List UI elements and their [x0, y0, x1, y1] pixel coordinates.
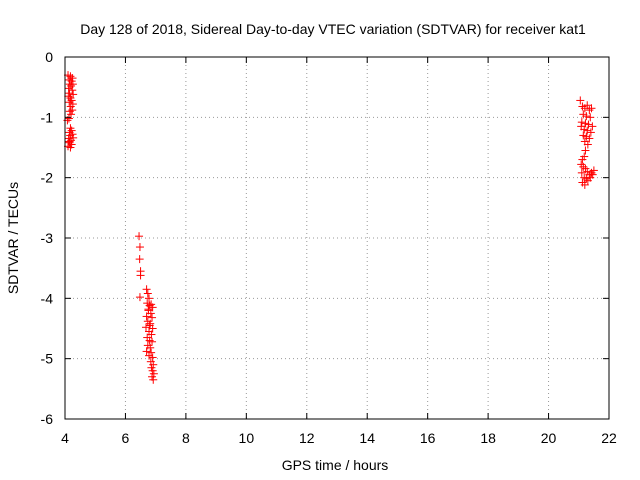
data-point: [67, 81, 76, 90]
data-point: [68, 80, 77, 89]
data-point: [69, 90, 78, 99]
y-tick-label: -4: [41, 290, 54, 306]
data-point: [145, 294, 154, 303]
data-point: [583, 126, 592, 135]
x-tick-label: 20: [541, 430, 557, 446]
data-point: [67, 110, 76, 119]
x-tick-label: 6: [122, 430, 130, 446]
y-tick-label: -1: [41, 109, 54, 125]
data-point: [142, 285, 151, 294]
x-tick-label: 4: [61, 430, 69, 446]
data-point: [135, 232, 144, 241]
data-point: [579, 162, 588, 171]
data-point: [589, 166, 598, 175]
data-point: [588, 122, 597, 131]
y-axis-label: SDTVAR / TECUs: [5, 182, 21, 294]
chart-title: Day 128 of 2018, Sidereal Day-to-day VTE…: [80, 21, 586, 37]
data-point: [146, 343, 155, 352]
data-point: [583, 140, 592, 149]
data-point: [142, 312, 151, 321]
data-points: [63, 71, 598, 384]
data-point: [68, 106, 77, 115]
data-point: [580, 180, 589, 189]
data-point: [68, 130, 77, 139]
data-point: [585, 134, 594, 143]
data-point: [64, 137, 73, 146]
y-tick-label: -5: [41, 351, 54, 367]
data-point: [64, 114, 73, 123]
data-point: [67, 126, 76, 135]
data-point: [68, 100, 77, 109]
data-point: [142, 347, 151, 356]
data-point: [66, 143, 75, 152]
data-point: [586, 128, 595, 137]
data-point: [65, 138, 74, 147]
data-point: [145, 351, 154, 360]
x-tick-label: 10: [239, 430, 255, 446]
data-point: [64, 92, 73, 101]
y-tick-label: -3: [41, 230, 54, 246]
data-point: [577, 122, 586, 131]
data-point: [588, 170, 597, 179]
data-point: [587, 104, 596, 113]
data-point: [584, 120, 593, 129]
data-point: [67, 96, 76, 105]
data-point: [147, 330, 156, 339]
grid-lines: [65, 57, 609, 419]
data-point: [583, 101, 592, 110]
x-tick-label: 8: [182, 430, 190, 446]
data-point: [148, 337, 157, 346]
data-point: [135, 243, 144, 252]
data-point: [149, 375, 158, 384]
data-point: [146, 309, 155, 318]
y-tick-label: -6: [41, 411, 54, 427]
data-point: [145, 321, 154, 330]
data-point: [586, 113, 595, 122]
x-tick-label: 12: [299, 430, 315, 446]
data-point: [136, 271, 145, 280]
data-point: [148, 353, 157, 362]
x-tick-label: 16: [420, 430, 436, 446]
data-point: [148, 313, 157, 322]
data-point: [68, 86, 77, 95]
data-point: [146, 319, 155, 328]
data-point: [141, 323, 150, 332]
data-point: [66, 72, 75, 81]
data-point: [135, 293, 144, 302]
data-point: [143, 289, 152, 298]
y-tick-label: 0: [45, 49, 53, 65]
x-tick-label: 14: [359, 430, 375, 446]
data-point: [582, 174, 591, 183]
data-point: [582, 112, 591, 121]
x-tick-label: 18: [480, 430, 496, 446]
data-point: [581, 146, 590, 155]
data-point: [585, 106, 594, 115]
x-axis-label: GPS time / hours: [282, 457, 389, 473]
data-point: [577, 118, 586, 127]
axis-ticks: 4 6 8 10 12 14 16 18 20 22 0 -1 -2 -3 -4 -5 -6: [41, 49, 617, 446]
data-point: [144, 305, 153, 314]
y-tick-label: -2: [41, 170, 54, 186]
data-point: [578, 155, 587, 164]
x-tick-label: 22: [601, 430, 617, 446]
data-point: [577, 168, 586, 177]
data-point: [69, 133, 78, 142]
data-point: [135, 255, 144, 264]
data-point: [576, 96, 585, 105]
data-point: [148, 303, 157, 312]
